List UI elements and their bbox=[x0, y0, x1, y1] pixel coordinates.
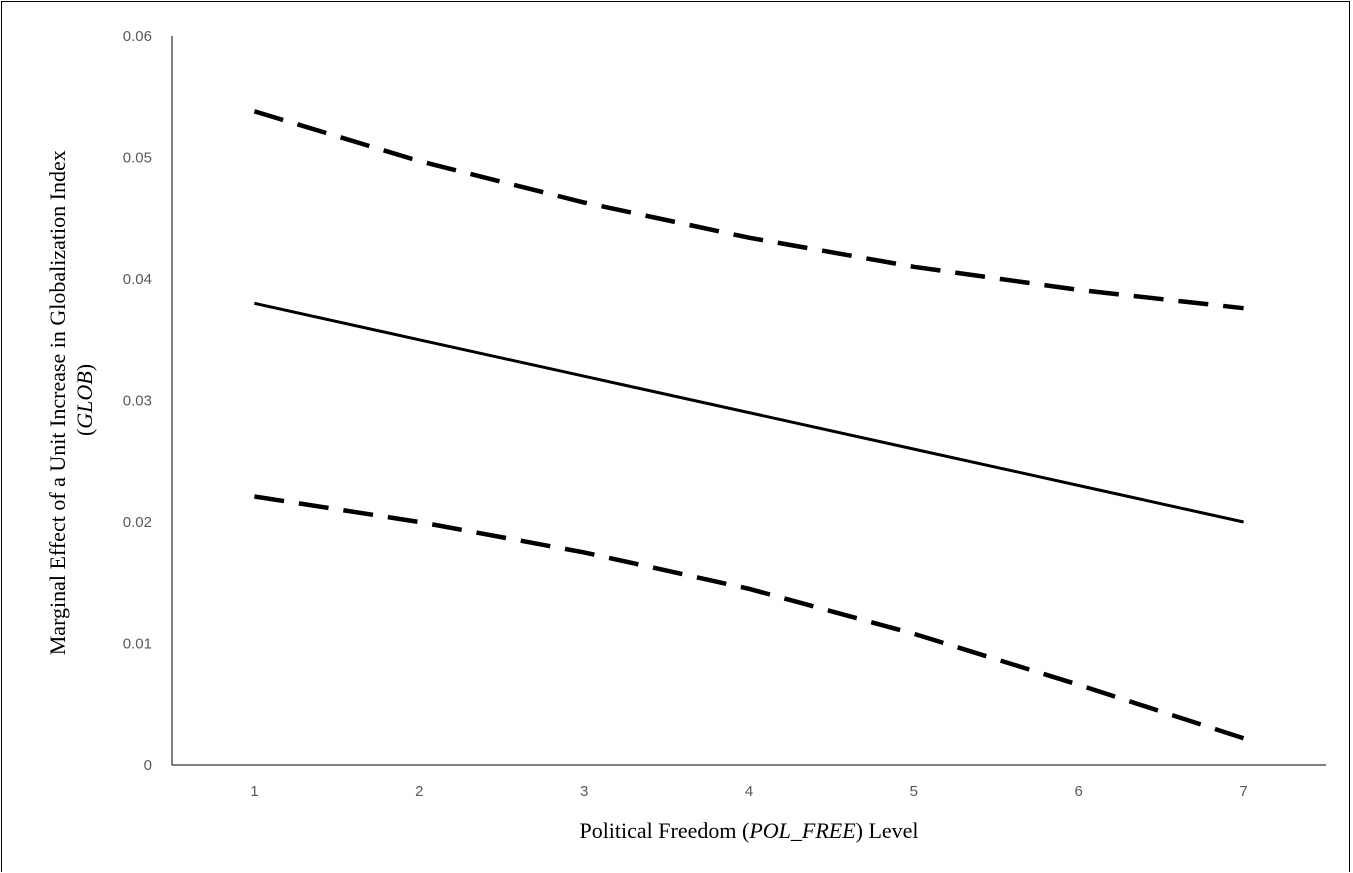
y-tick-label: 0.02 bbox=[123, 514, 152, 531]
series-line-lower-bound bbox=[254, 494, 1245, 741]
x-tick-label: 4 bbox=[745, 783, 753, 800]
axes bbox=[171, 36, 1326, 766]
y-tick-label: 0.03 bbox=[123, 393, 152, 410]
y-tick-label: 0.05 bbox=[123, 150, 152, 167]
x-tick-label: 1 bbox=[250, 783, 258, 800]
series-lines bbox=[253, 109, 1245, 741]
x-tick-label: 2 bbox=[415, 783, 423, 800]
x-tick-labels: 1 2 3 4 5 6 7 bbox=[250, 783, 1247, 800]
y-tick-label: 0.01 bbox=[123, 636, 152, 653]
series-line-upper-bound bbox=[253, 109, 1244, 311]
series-line-marginal-effect bbox=[254, 301, 1244, 524]
x-tick-label: 7 bbox=[1239, 783, 1247, 800]
x-tick-label: 6 bbox=[1075, 783, 1083, 800]
y-tick-label: 0 bbox=[144, 757, 152, 774]
y-tick-label: 0.06 bbox=[123, 28, 152, 45]
y-tick-labels: 0 0.01 0.02 0.03 0.04 0.05 0.06 bbox=[123, 28, 152, 774]
y-tick-label: 0.04 bbox=[123, 271, 152, 288]
x-axis-title: Political Freedom (POL_FREE) Level bbox=[579, 818, 918, 843]
x-tick-label: 5 bbox=[910, 783, 918, 800]
y-axis-title: Marginal Effect of a Unit Increase in Gl… bbox=[45, 145, 97, 656]
x-tick-label: 3 bbox=[580, 783, 588, 800]
